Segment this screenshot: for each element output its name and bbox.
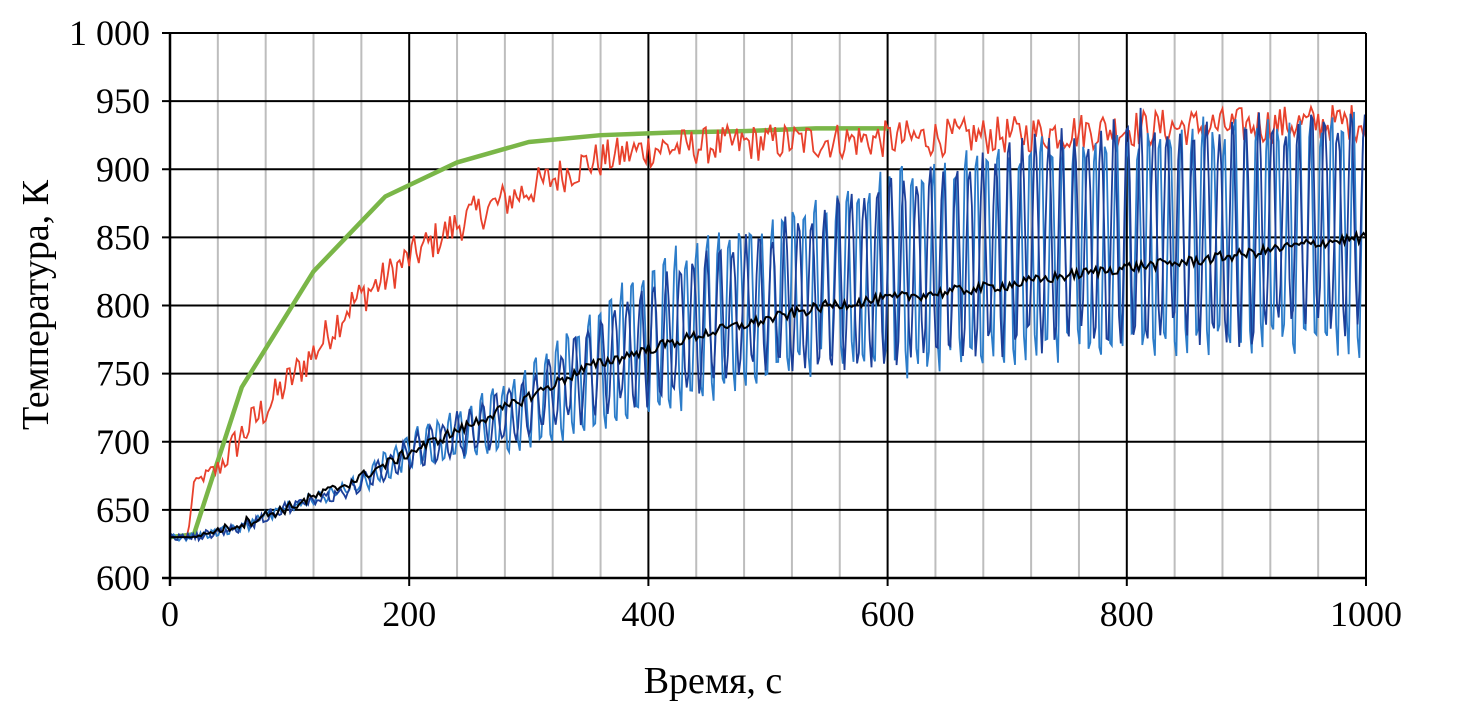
x-tick-label: 600 [861, 594, 915, 634]
series-line-green [169, 126, 888, 540]
y-tick-label: 750 [96, 354, 150, 394]
plot-series [169, 104, 1367, 543]
y-tick-label: 600 [96, 558, 150, 598]
x-axis-title: Время, с [644, 660, 783, 702]
y-tick-label: 1 000 [69, 13, 150, 53]
series-line-light-blue [169, 111, 1366, 543]
plot-frame [162, 32, 1367, 586]
y-tick-label: 950 [96, 81, 150, 121]
series-line-black [170, 229, 1367, 539]
x-tick-label: 0 [161, 594, 179, 634]
x-tick-labels: 0 200 400 600 800 1000 [161, 594, 1402, 634]
y-tick-label: 900 [96, 149, 150, 189]
y-tick-label: 800 [96, 286, 150, 326]
x-tick-label: 200 [382, 594, 436, 634]
x-tick-label: 400 [621, 594, 675, 634]
y-tick-labels: 600 650 700 750 800 850 900 950 1 000 [69, 13, 150, 598]
major-grid [170, 33, 1366, 578]
x-tick-label: 800 [1100, 594, 1154, 634]
series-line-dark-blue [169, 107, 1366, 543]
y-axis-title: Температура, К [15, 179, 57, 430]
y-tick-label: 700 [96, 422, 150, 462]
y-tick-label: 850 [96, 217, 150, 257]
x-tick-label: 1000 [1330, 594, 1402, 634]
y-tick-label: 650 [96, 490, 150, 530]
